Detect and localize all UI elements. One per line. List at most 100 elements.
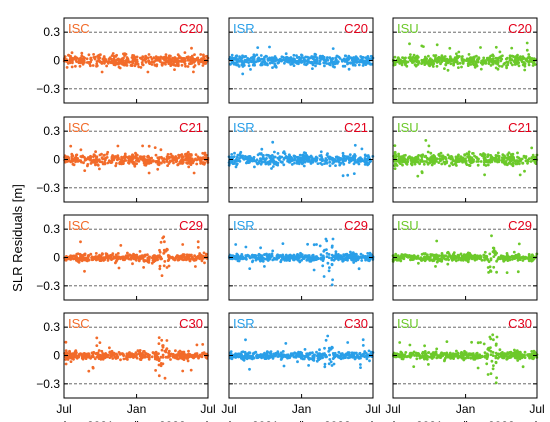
residual-point xyxy=(503,162,507,166)
residual-point xyxy=(234,165,238,169)
residual-point xyxy=(163,376,167,380)
residual-point xyxy=(200,161,204,164)
residual-point xyxy=(70,51,74,55)
residual-point xyxy=(162,235,166,239)
residual-point xyxy=(495,270,498,274)
residual-point xyxy=(448,57,452,61)
residual-point xyxy=(147,261,151,264)
residual-point xyxy=(87,353,91,357)
residual-point xyxy=(83,252,87,256)
residual-point xyxy=(130,63,133,67)
residual-point xyxy=(300,258,303,262)
residual-point xyxy=(271,165,275,168)
residual-point xyxy=(352,355,356,359)
residual-point xyxy=(355,253,358,257)
residual-point xyxy=(289,63,293,66)
residual-point xyxy=(161,355,165,359)
residual-point xyxy=(187,349,190,353)
residual-point xyxy=(86,156,90,159)
y-tick-label: 0.3 xyxy=(43,320,60,334)
residual-point xyxy=(462,253,466,257)
residual-point xyxy=(107,159,111,163)
residual-point xyxy=(170,156,174,159)
residual-point xyxy=(156,355,160,359)
residual-point xyxy=(452,159,455,163)
residual-point xyxy=(309,259,313,263)
y-tick-label: 0 xyxy=(53,349,60,363)
residual-point xyxy=(483,157,486,160)
residual-point xyxy=(347,54,351,58)
residual-point xyxy=(131,354,135,358)
residual-point xyxy=(520,157,524,161)
residual-point xyxy=(489,372,493,375)
residual-point xyxy=(123,63,126,67)
residual-point xyxy=(416,174,420,178)
residual-point xyxy=(111,155,115,159)
residual-point xyxy=(504,160,508,163)
residual-point xyxy=(321,57,325,60)
residual-point xyxy=(364,162,368,166)
residual-point xyxy=(498,64,501,68)
residual-point xyxy=(341,174,345,178)
residual-point xyxy=(448,164,451,168)
residual-point xyxy=(118,353,122,356)
residual-point xyxy=(83,61,86,64)
residual-point xyxy=(362,352,366,355)
residual-point xyxy=(230,57,234,61)
residual-point xyxy=(190,158,194,162)
residual-point xyxy=(68,256,71,260)
residual-point xyxy=(360,256,364,260)
residual-point xyxy=(491,367,495,371)
residual-point xyxy=(123,258,126,262)
residual-point xyxy=(411,57,414,60)
residual-point xyxy=(94,150,97,154)
residual-point xyxy=(248,157,251,161)
residual-point xyxy=(301,155,305,159)
residual-point xyxy=(134,159,138,162)
residual-point xyxy=(114,164,118,168)
residual-point xyxy=(432,258,436,261)
residual-point xyxy=(332,356,336,360)
residual-points xyxy=(392,139,539,178)
residual-point xyxy=(254,254,258,258)
residual-point xyxy=(449,62,453,66)
residual-point xyxy=(437,355,441,359)
residual-point xyxy=(315,350,318,354)
residual-point xyxy=(115,53,118,57)
residual-point xyxy=(456,154,460,158)
residual-point xyxy=(279,160,283,164)
residual-point xyxy=(100,152,103,156)
residual-point xyxy=(261,60,264,64)
residual-point xyxy=(88,62,92,66)
residual-point xyxy=(141,63,144,66)
y-axis-label: SLR Residuals [m] xyxy=(10,184,25,292)
residual-point xyxy=(162,56,166,59)
residual-point xyxy=(342,162,346,166)
residual-point xyxy=(68,58,72,62)
residual-point xyxy=(324,160,328,164)
residual-point xyxy=(346,258,349,262)
residual-point xyxy=(488,252,492,256)
residual-point xyxy=(330,245,334,249)
residual-point xyxy=(487,61,491,65)
residual-point xyxy=(346,341,350,344)
residual-point xyxy=(494,66,498,70)
residual-point xyxy=(342,355,345,359)
residual-point xyxy=(450,257,453,260)
residual-point xyxy=(334,155,338,159)
residual-point xyxy=(493,159,497,163)
residual-point xyxy=(334,250,338,254)
residual-point xyxy=(197,254,201,257)
residual-point xyxy=(254,350,258,354)
residual-point xyxy=(138,250,142,253)
residual-point xyxy=(157,359,161,362)
residual-point xyxy=(437,59,441,62)
residual-point xyxy=(337,350,341,354)
residual-point xyxy=(393,257,397,261)
residual-point xyxy=(295,60,298,64)
residual-point xyxy=(456,256,460,260)
residual-point xyxy=(308,352,311,356)
residual-point xyxy=(402,255,405,259)
residual-point xyxy=(531,64,535,67)
residual-point xyxy=(457,254,461,257)
